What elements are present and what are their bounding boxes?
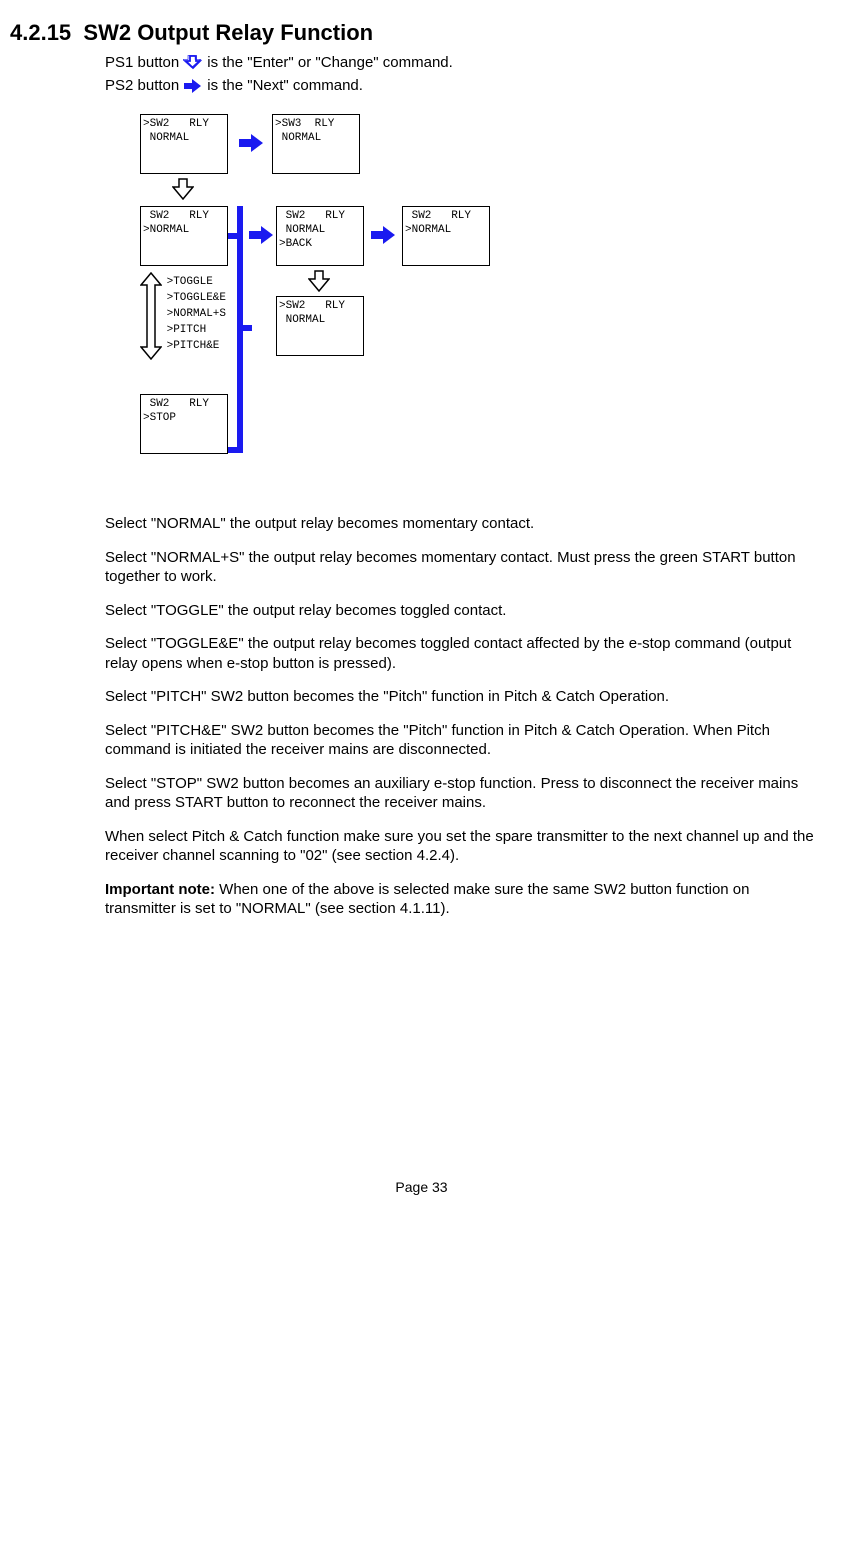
paragraph: Select "PITCH" SW2 button becomes the "P… bbox=[105, 687, 823, 707]
option-list: >TOGGLE >TOGGLE&E >NORMAL+S >PITCH >PITC… bbox=[160, 274, 226, 354]
section-number: 4.2.15 bbox=[10, 20, 71, 45]
flow-diagram: >SW2 RLY NORMAL >SW3 RLY NORMAL SW2 RLY … bbox=[120, 114, 620, 474]
lcd-box-2: >SW3 RLY NORMAL bbox=[272, 114, 360, 174]
arrow-down-icon bbox=[172, 178, 194, 200]
intro1-b: is the "Enter" or "Change" command. bbox=[207, 54, 453, 71]
paragraph: Select "NORMAL+S" the output relay becom… bbox=[105, 548, 823, 587]
important-note-label: Important note: bbox=[105, 881, 215, 898]
arrow-down-icon bbox=[308, 270, 330, 292]
intro2-b: is the "Next" command. bbox=[207, 77, 363, 94]
lcd-box-4: SW2 RLY NORMAL >BACK bbox=[276, 206, 364, 266]
intro1-a: PS1 button bbox=[105, 54, 179, 71]
arrow-updown-icon bbox=[140, 272, 162, 360]
paragraph: Select "STOP" SW2 button becomes an auxi… bbox=[105, 774, 823, 813]
section-heading: 4.2.15 SW2 Output Relay Function bbox=[10, 20, 833, 46]
next-arrow-icon bbox=[183, 78, 203, 94]
paragraph: Select "PITCH&E" SW2 button becomes the … bbox=[105, 721, 823, 760]
intro-line-1: PS1 button is the "Enter" or "Change" co… bbox=[105, 54, 833, 71]
paragraph: When select Pitch & Catch function make … bbox=[105, 827, 823, 866]
page-footer: Page 33 bbox=[10, 1179, 833, 1195]
lcd-box-1: >SW2 RLY NORMAL bbox=[140, 114, 228, 174]
lcd-box-6: >SW2 RLY NORMAL bbox=[276, 296, 364, 356]
intro2-a: PS2 button bbox=[105, 77, 179, 94]
intro-line-2: PS2 button is the "Next" command. bbox=[105, 77, 833, 94]
paragraph: Select "NORMAL" the output relay becomes… bbox=[105, 514, 823, 534]
important-note: Important note: When one of the above is… bbox=[105, 880, 823, 919]
lcd-box-3: SW2 RLY >NORMAL bbox=[140, 206, 228, 266]
arrow-right-icon bbox=[238, 134, 264, 152]
arrow-right-icon bbox=[248, 226, 274, 244]
body-text: Select "NORMAL" the output relay becomes… bbox=[105, 514, 823, 919]
lcd-box-5: SW2 RLY >NORMAL bbox=[402, 206, 490, 266]
paragraph: Select "TOGGLE&E" the output relay becom… bbox=[105, 634, 823, 673]
enter-arrow-icon bbox=[183, 55, 203, 71]
arrow-right-icon bbox=[370, 226, 396, 244]
paragraph: Select "TOGGLE" the output relay becomes… bbox=[105, 601, 823, 621]
lcd-box-7: SW2 RLY >STOP bbox=[140, 394, 228, 454]
section-title-text: SW2 Output Relay Function bbox=[83, 20, 373, 45]
